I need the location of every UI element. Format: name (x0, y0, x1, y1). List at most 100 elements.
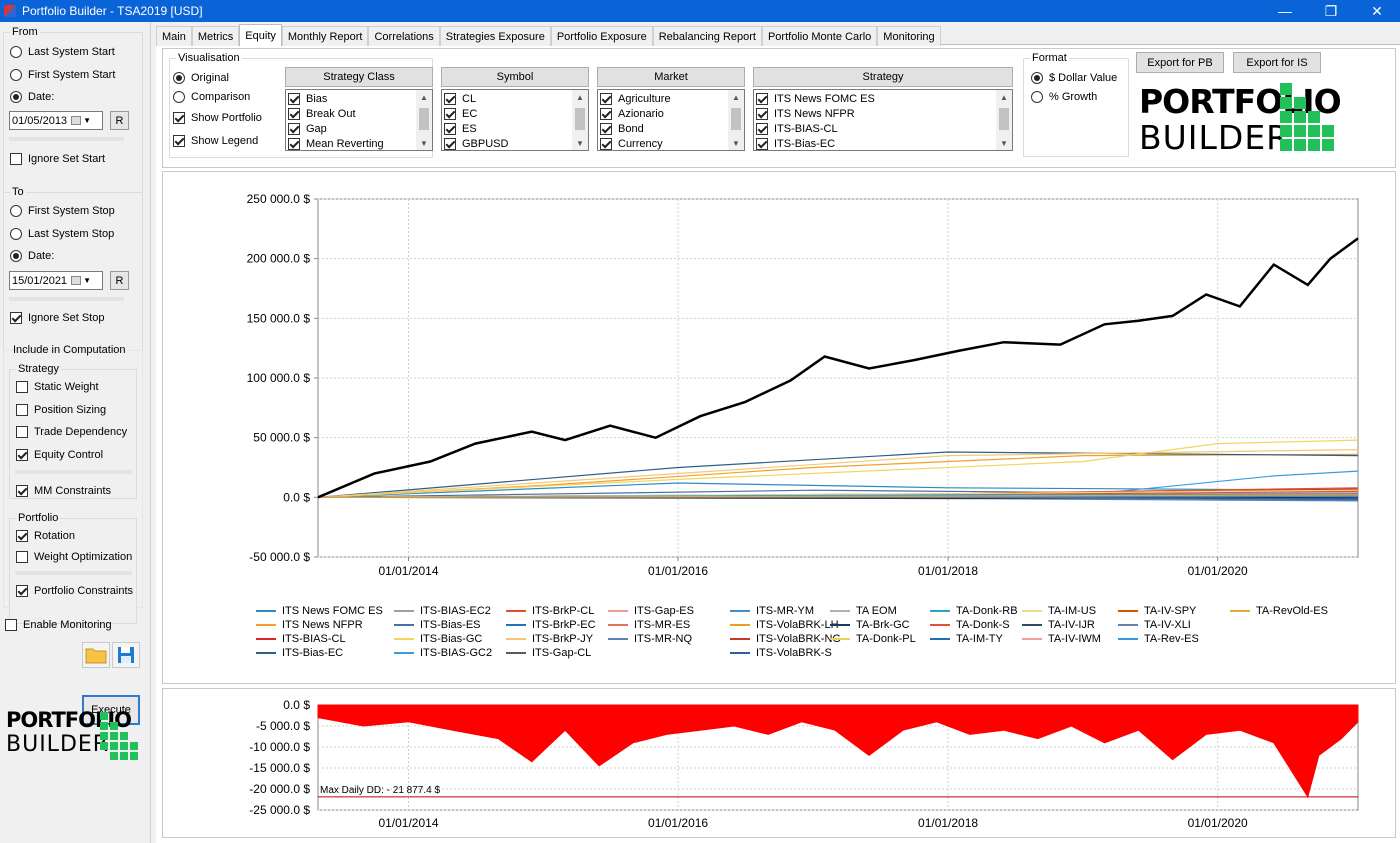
tab-correlations[interactable]: Correlations (368, 26, 440, 46)
tab-rebalancing-report[interactable]: Rebalancing Report (652, 26, 762, 46)
list-item[interactable]: EC (444, 107, 477, 121)
filter-header-market[interactable]: Market (597, 67, 745, 87)
chevron-up-icon[interactable]: ▲ (732, 92, 740, 102)
list-item[interactable]: Bond (600, 122, 644, 136)
checkbox-icon[interactable] (288, 123, 300, 135)
close-button[interactable]: ✕ (1371, 2, 1383, 19)
minimize-button[interactable]: — (1278, 3, 1292, 19)
radio-icon[interactable] (10, 250, 22, 262)
list-item[interactable]: ES (444, 122, 477, 136)
original-radio[interactable]: Original (173, 72, 229, 84)
checkbox-icon[interactable] (600, 123, 612, 135)
rotation-check[interactable]: Rotation (16, 530, 75, 542)
tab-equity[interactable]: Equity (239, 24, 282, 46)
checkbox-icon[interactable] (16, 530, 28, 542)
portfolio-constraints-check[interactable]: Portfolio Constraints (16, 585, 133, 597)
scrollbar-thumb[interactable] (999, 108, 1009, 130)
from-last-system-start[interactable]: Last System Start (10, 46, 115, 58)
filter-list-market[interactable]: Agriculture Azionario Bond Currency ▲ ▼ (597, 89, 745, 151)
to-date-option[interactable]: Date: (10, 250, 54, 262)
checkbox-icon[interactable] (600, 108, 612, 120)
radio-icon[interactable] (10, 205, 22, 217)
list-item[interactable]: CL (444, 92, 476, 106)
chevron-down-icon[interactable]: ▼ (83, 116, 91, 125)
show-legend-check[interactable]: Show Legend (173, 135, 258, 147)
ignore-set-stop[interactable]: Ignore Set Stop (10, 312, 104, 324)
list-item[interactable]: Gap (288, 122, 327, 136)
checkbox-icon[interactable] (10, 312, 22, 324)
calendar-icon[interactable] (71, 116, 82, 125)
scrollbar[interactable]: ▲ ▼ (416, 90, 432, 150)
static-weight-check[interactable]: Static Weight (16, 381, 99, 393)
comparison-radio[interactable]: Comparison (173, 91, 250, 103)
list-item[interactable]: Bias (288, 92, 327, 106)
chevron-down-icon[interactable]: ▼ (1000, 138, 1008, 148)
tab-monitoring[interactable]: Monitoring (877, 26, 941, 46)
from-date-option[interactable]: Date: (10, 91, 54, 103)
chevron-down-icon[interactable]: ▼ (576, 138, 584, 148)
position-sizing-check[interactable]: Position Sizing (16, 404, 106, 416)
checkbox-icon[interactable] (756, 108, 768, 120)
list-item[interactable]: Azionario (600, 107, 664, 121)
checkbox-icon[interactable] (173, 135, 185, 147)
checkbox-icon[interactable] (288, 93, 300, 105)
equity-control-check[interactable]: Equity Control (16, 449, 103, 461)
from-date-picker[interactable]: 01/05/2013 ▼ (9, 111, 103, 130)
chevron-up-icon[interactable]: ▲ (420, 92, 428, 102)
list-item[interactable]: ITS News FOMC ES (756, 92, 875, 106)
checkbox-icon[interactable] (16, 381, 28, 393)
checkbox-icon[interactable] (173, 112, 185, 124)
show-portfolio-check[interactable]: Show Portfolio (173, 112, 262, 124)
checkbox-icon[interactable] (16, 449, 28, 461)
open-button[interactable] (82, 642, 110, 668)
drawdown-chart[interactable]: 0.0 $ -5 000.0 $ -10 000.0 $ -15 000.0 $ -20… (163, 689, 1395, 837)
checkbox-icon[interactable] (756, 138, 768, 150)
from-first-system-start[interactable]: First System Start (10, 69, 115, 81)
tab-portfolio-exposure[interactable]: Portfolio Exposure (550, 26, 653, 46)
growth-radio[interactable]: % Growth (1031, 91, 1097, 103)
to-last-system-stop[interactable]: Last System Stop (10, 228, 114, 240)
export-pb-button[interactable]: Export for PB (1136, 52, 1224, 73)
checkbox-icon[interactable] (756, 93, 768, 105)
ignore-set-start[interactable]: Ignore Set Start (10, 153, 105, 165)
list-item[interactable]: ITS News NFPR (756, 107, 855, 121)
to-first-system-stop[interactable]: First System Stop (10, 205, 115, 217)
scrollbar[interactable]: ▲ ▼ (728, 90, 744, 150)
checkbox-icon[interactable] (444, 93, 456, 105)
trade-dependency-check[interactable]: Trade Dependency (16, 426, 127, 438)
checkbox-icon[interactable] (10, 153, 22, 165)
to-date-picker[interactable]: 15/01/2021 ▼ (9, 271, 103, 290)
tab-portfolio-monte-carlo[interactable]: Portfolio Monte Carlo (761, 26, 878, 46)
radio-icon[interactable] (10, 46, 22, 58)
radio-icon[interactable] (10, 91, 22, 103)
radio-icon[interactable] (173, 91, 185, 103)
scrollbar-thumb[interactable] (731, 108, 741, 130)
radio-icon[interactable] (10, 69, 22, 81)
checkbox-icon[interactable] (444, 138, 456, 150)
list-item[interactable]: Break Out (288, 107, 356, 121)
radio-icon[interactable] (1031, 72, 1043, 84)
weight-optimization-check[interactable]: Weight Optimization (16, 551, 132, 563)
chevron-up-icon[interactable]: ▲ (1000, 92, 1008, 102)
list-item[interactable]: Mean Reverting (288, 137, 384, 150)
list-item[interactable]: ITS-BIAS-CL (756, 122, 838, 136)
list-item[interactable]: ITS-Bias-EC (756, 137, 835, 150)
calendar-icon[interactable] (71, 276, 82, 285)
enable-monitoring-check[interactable]: Enable Monitoring (5, 619, 112, 631)
equity-chart[interactable]: 250 000.0 $ 200 000.0 $ 150 000.0 $ 100 000… (163, 172, 1395, 683)
radio-icon[interactable] (173, 72, 185, 84)
tab-strategies-exposure[interactable]: Strategies Exposure (439, 26, 551, 46)
filter-list-strategy-class[interactable]: Bias Break Out Gap Mean Reverting ▲ ▼ (285, 89, 433, 151)
save-button[interactable] (112, 642, 140, 668)
list-item[interactable]: GBPUSD (444, 137, 508, 150)
checkbox-icon[interactable] (444, 108, 456, 120)
tab-main[interactable]: Main (156, 26, 192, 46)
dollar-value-radio[interactable]: $ Dollar Value (1031, 72, 1117, 84)
list-item[interactable]: Agriculture (600, 92, 671, 106)
scrollbar[interactable]: ▲ ▼ (996, 90, 1012, 150)
maximize-button[interactable]: ❐ (1324, 2, 1338, 19)
filter-header-strategy-class[interactable]: Strategy Class (285, 67, 433, 87)
chevron-down-icon[interactable]: ▼ (420, 138, 428, 148)
checkbox-icon[interactable] (16, 426, 28, 438)
checkbox-icon[interactable] (288, 108, 300, 120)
